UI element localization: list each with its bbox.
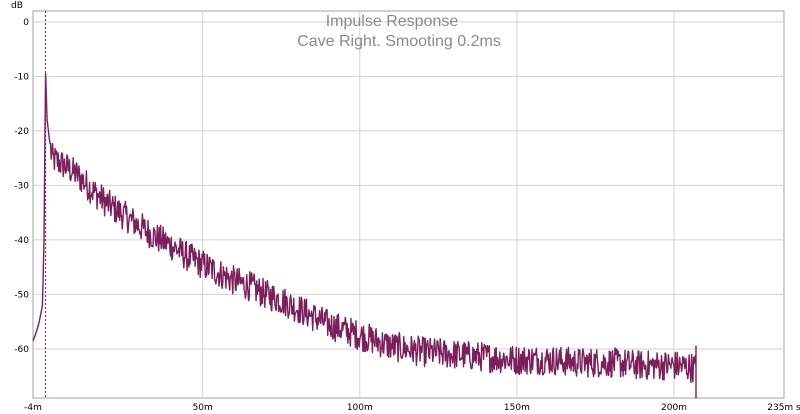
series-layer — [32, 73, 697, 398]
x-tick-label: 150m — [504, 403, 530, 413]
x-tick-label: -4m — [24, 403, 42, 413]
y-axis-unit: dB — [11, 1, 23, 11]
y-tick-label: -50 — [14, 290, 29, 300]
y-tick-label: 0 — [23, 18, 29, 28]
chart-title: Impulse Response — [326, 13, 459, 30]
plot-area — [32, 10, 785, 399]
y-tick-labels: 0 -10 -20 -30 -40 -50 -60 — [14, 18, 29, 355]
x-tick-label: 235m s — [767, 403, 800, 413]
x-tick-label: 200m — [661, 403, 687, 413]
chart-subtitle: Cave Right. Smooting 0.2ms — [297, 33, 501, 50]
x-tick-label: 50m — [193, 403, 213, 413]
x-tick-labels: -4m 50m 100m 150m 200m 235m s — [24, 403, 800, 413]
x-tick-label: 100m — [347, 403, 373, 413]
y-tick-label: -10 — [14, 72, 29, 82]
y-tick-label: -60 — [14, 345, 29, 355]
y-tick-label: -20 — [14, 127, 29, 137]
series-line — [32, 73, 697, 398]
y-tick-label: -30 — [14, 181, 29, 191]
y-tick-label: -40 — [14, 236, 29, 246]
